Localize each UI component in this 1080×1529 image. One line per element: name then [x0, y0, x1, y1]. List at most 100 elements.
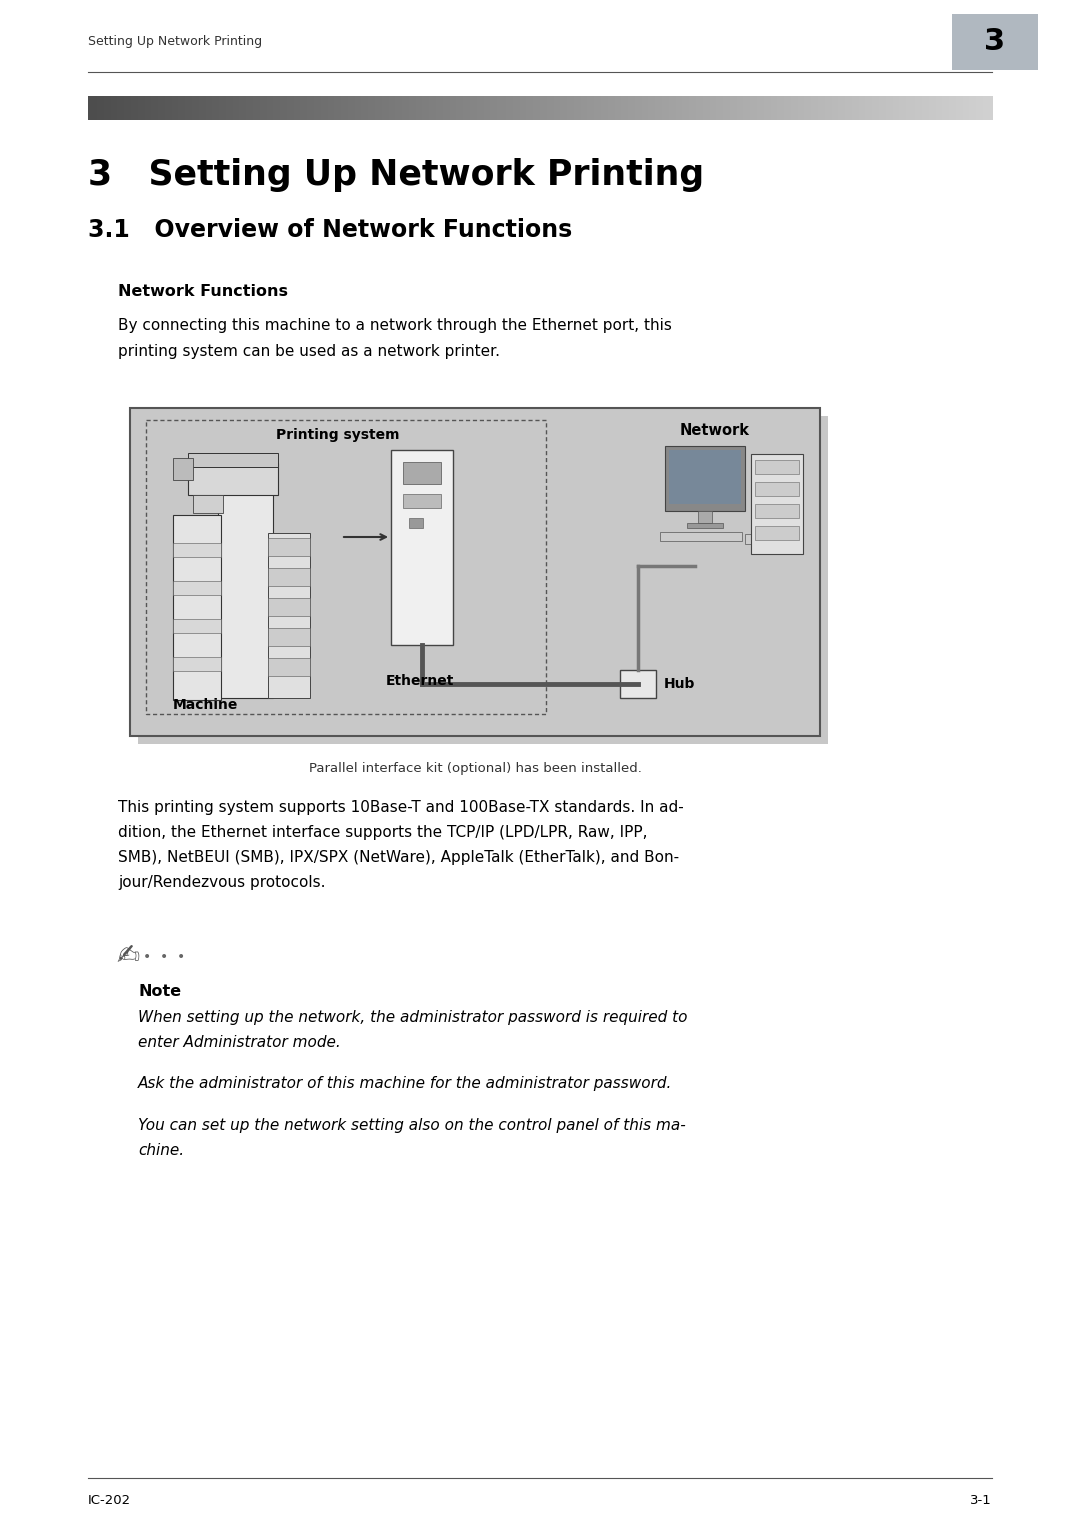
Bar [352, 96, 355, 119]
Bar [451, 96, 455, 119]
Bar [268, 598, 310, 616]
Bar [987, 96, 990, 119]
Bar [848, 96, 850, 119]
Bar [173, 581, 221, 595]
Bar [504, 96, 507, 119]
Bar [517, 96, 521, 119]
Bar [945, 96, 947, 119]
Bar [778, 96, 780, 119]
Bar [563, 96, 565, 119]
Text: Machine: Machine [173, 699, 239, 713]
Bar [356, 96, 360, 119]
Bar [511, 96, 513, 119]
Bar [985, 96, 988, 119]
Bar [240, 96, 242, 119]
Bar [581, 96, 583, 119]
Bar [648, 96, 651, 119]
Bar [879, 96, 881, 119]
Bar [815, 96, 819, 119]
Bar [507, 96, 509, 119]
Bar [793, 96, 796, 119]
Text: •  •  •: • • • [143, 950, 186, 963]
Bar [135, 96, 138, 119]
Bar [784, 96, 787, 119]
Bar [515, 96, 518, 119]
Bar [188, 453, 278, 466]
Bar [275, 96, 279, 119]
Bar [619, 96, 622, 119]
Bar [375, 96, 378, 119]
Bar [497, 96, 500, 119]
Bar [615, 96, 618, 119]
Bar [561, 96, 563, 119]
Bar [463, 96, 465, 119]
Bar [173, 515, 221, 700]
Bar [271, 96, 274, 119]
Text: 3-1: 3-1 [970, 1494, 993, 1508]
Bar [832, 96, 834, 119]
Text: Ethernet: Ethernet [386, 674, 455, 688]
Bar [972, 96, 974, 119]
Bar [558, 96, 561, 119]
Bar [282, 96, 285, 119]
Bar [529, 96, 531, 119]
Bar [596, 96, 599, 119]
Bar [646, 96, 649, 119]
Bar [332, 96, 335, 119]
Bar [766, 96, 769, 119]
Bar [755, 460, 799, 474]
Bar [635, 96, 637, 119]
Text: IC-202: IC-202 [87, 1494, 131, 1508]
Bar [265, 96, 267, 119]
Bar [981, 96, 984, 119]
Bar [387, 96, 389, 119]
Bar [393, 96, 396, 119]
Bar [273, 96, 276, 119]
Bar [411, 96, 414, 119]
Bar [235, 96, 238, 119]
Bar [268, 538, 310, 557]
Bar [368, 96, 372, 119]
Text: Network: Network [680, 424, 750, 437]
Bar [739, 96, 742, 119]
Bar [183, 96, 186, 119]
Bar [664, 96, 667, 119]
Bar [958, 96, 961, 119]
Bar [199, 96, 202, 119]
Bar [87, 96, 91, 119]
Bar [592, 96, 595, 119]
Bar [544, 96, 548, 119]
Bar [468, 96, 471, 119]
Bar [432, 96, 434, 119]
Bar [228, 96, 231, 119]
Bar [836, 96, 839, 119]
Bar [91, 96, 93, 119]
Bar [669, 450, 741, 505]
Bar [173, 459, 193, 480]
Bar [185, 96, 188, 119]
Bar [434, 96, 436, 119]
Bar [255, 96, 258, 119]
Bar [951, 14, 1038, 70]
Bar [409, 96, 411, 119]
Bar [377, 96, 380, 119]
Bar [714, 96, 717, 119]
Bar [145, 96, 147, 119]
Bar [598, 96, 602, 119]
Bar [748, 96, 751, 119]
Bar [138, 416, 828, 745]
Bar [751, 96, 753, 119]
Bar [402, 96, 405, 119]
Bar [877, 96, 879, 119]
Bar [203, 96, 206, 119]
Bar [341, 96, 343, 119]
Bar [637, 96, 640, 119]
Bar [178, 96, 181, 119]
Bar [818, 96, 821, 119]
Bar [404, 96, 407, 119]
Bar [524, 96, 527, 119]
Bar [583, 96, 585, 119]
Bar [590, 96, 593, 119]
Bar [362, 96, 364, 119]
Bar [805, 96, 807, 119]
